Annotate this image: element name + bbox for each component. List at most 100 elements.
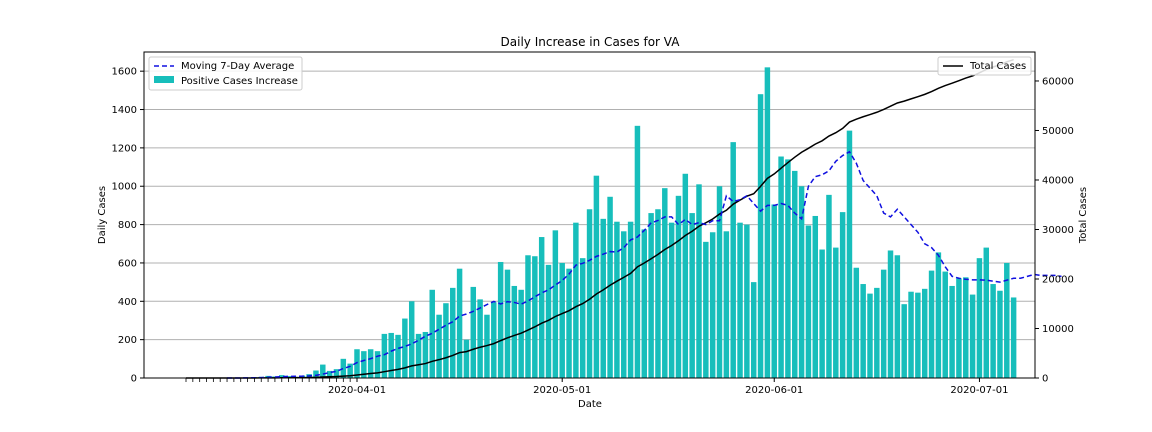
chart-title: Daily Increase in Cases for VA	[501, 35, 681, 49]
x-tick-label: 2020-06-01	[745, 385, 803, 396]
y2-tick-label: 20000	[1042, 274, 1074, 285]
daily-cases-bar	[867, 293, 873, 378]
moving-average-line	[227, 150, 1062, 379]
daily-cases-bar	[1010, 297, 1017, 378]
daily-cases-bar	[750, 282, 757, 378]
daily-cases-bar	[901, 304, 907, 378]
daily-cases-bar	[723, 231, 730, 378]
y-tick-label: 1400	[112, 105, 137, 116]
legend-positive-cases-label: Positive Cases Increase	[181, 76, 298, 87]
daily-cases-bar	[935, 252, 942, 378]
daily-cases-bar	[757, 94, 764, 378]
daily-cases-bar	[860, 284, 866, 378]
daily-cases-bar	[737, 222, 743, 378]
daily-cases-bar	[908, 291, 914, 378]
daily-cases-bar	[921, 288, 928, 378]
daily-cases-bar	[422, 331, 429, 378]
daily-cases-bar	[997, 290, 1003, 378]
daily-cases-bar	[771, 204, 777, 378]
daily-cases-bar	[716, 186, 723, 378]
y-tick-label: 600	[118, 258, 137, 269]
daily-cases-bar	[593, 175, 600, 378]
daily-cases-bar	[764, 67, 771, 378]
lines-layer	[186, 58, 1062, 379]
daily-cases-bar	[621, 231, 627, 378]
daily-cases-bar	[846, 130, 853, 378]
daily-cases-bar	[415, 333, 422, 378]
daily-cases-bar	[402, 318, 408, 378]
daily-cases-bar	[614, 221, 620, 378]
daily-cases-bar	[826, 194, 832, 378]
daily-cases-bar	[792, 170, 798, 378]
daily-cases-bar	[552, 230, 559, 378]
daily-cases-bar	[388, 332, 394, 378]
daily-cases-bar	[682, 173, 689, 378]
daily-cases-bar	[381, 333, 388, 378]
daily-cases-bar	[395, 334, 401, 378]
y-tick-label: 200	[118, 335, 137, 346]
daily-cases-bar	[819, 249, 825, 378]
daily-cases-bar	[730, 142, 736, 378]
y2-tick-label: 40000	[1042, 175, 1074, 186]
daily-cases-bar	[586, 209, 593, 378]
daily-cases-bar	[320, 364, 326, 378]
daily-cases-bar	[928, 270, 935, 378]
daily-cases-bar	[450, 287, 456, 378]
daily-cases-bar	[709, 232, 716, 378]
daily-cases-bar	[627, 221, 634, 378]
y-tick-label: 0	[131, 374, 137, 385]
daily-cases-bar	[538, 237, 545, 378]
daily-cases-bar	[634, 125, 641, 378]
daily-cases-bar	[408, 301, 415, 378]
daily-cases-bar	[915, 292, 921, 378]
daily-cases-bar	[484, 314, 490, 378]
daily-cases-bar	[880, 269, 887, 378]
daily-cases-bar	[785, 159, 791, 378]
daily-cases-bar	[525, 255, 531, 378]
ticks-layer: 0 200 400 600 800 1000 1200 1400 1600 0 10000 20000…	[112, 67, 1074, 396]
daily-cases-bar	[579, 258, 586, 378]
bars-layer	[237, 67, 1017, 378]
daily-cases-bar	[778, 156, 784, 378]
daily-cases-bar	[511, 285, 518, 378]
legend-total-cases-label: Total Cases	[969, 61, 1026, 72]
legend-right-box	[937, 56, 1032, 76]
daily-cases-bar	[942, 271, 948, 378]
daily-cases-bar	[641, 229, 648, 378]
daily-cases-bar	[668, 222, 675, 378]
daily-cases-bar	[812, 215, 819, 378]
daily-cases-bar	[949, 285, 955, 378]
daily-cases-bar	[798, 186, 805, 378]
daily-cases-bar	[367, 349, 374, 378]
daily-cases-bar	[990, 284, 996, 378]
daily-cases-bar	[532, 256, 538, 378]
total-cases-line	[186, 58, 1014, 379]
daily-cases-bar	[983, 247, 990, 378]
daily-cases-bar	[436, 314, 442, 378]
daily-cases-bar	[969, 294, 976, 378]
y2-tick-label: 0	[1042, 374, 1048, 385]
daily-cases-bar	[573, 222, 579, 378]
y-tick-label: 1000	[112, 182, 137, 193]
daily-cases-bar	[703, 241, 709, 378]
y2-tick-label: 10000	[1042, 324, 1074, 335]
daily-cases-bar	[497, 261, 504, 378]
daily-cases-bar	[600, 218, 606, 378]
daily-cases-bar	[429, 289, 435, 378]
x-tick-label: 2020-05-01	[533, 385, 591, 396]
y-axis-label: Daily Cases	[97, 186, 108, 244]
daily-cases-bar	[662, 188, 668, 378]
daily-cases-bar	[1004, 262, 1010, 378]
daily-cases-bar	[443, 303, 449, 378]
daily-cases-bar	[477, 299, 483, 378]
y2-tick-label: 60000	[1042, 76, 1074, 87]
daily-cases-bar	[340, 358, 347, 378]
legend-left: Moving 7-Day Average Positive Cases Incr…	[148, 56, 303, 91]
y2-tick-label: 50000	[1042, 126, 1074, 137]
daily-cases-bar	[874, 287, 880, 378]
daily-cases-bar	[744, 224, 750, 378]
daily-cases-bar	[675, 195, 682, 378]
daily-cases-bar	[894, 255, 901, 378]
legend-left-box	[148, 56, 303, 91]
